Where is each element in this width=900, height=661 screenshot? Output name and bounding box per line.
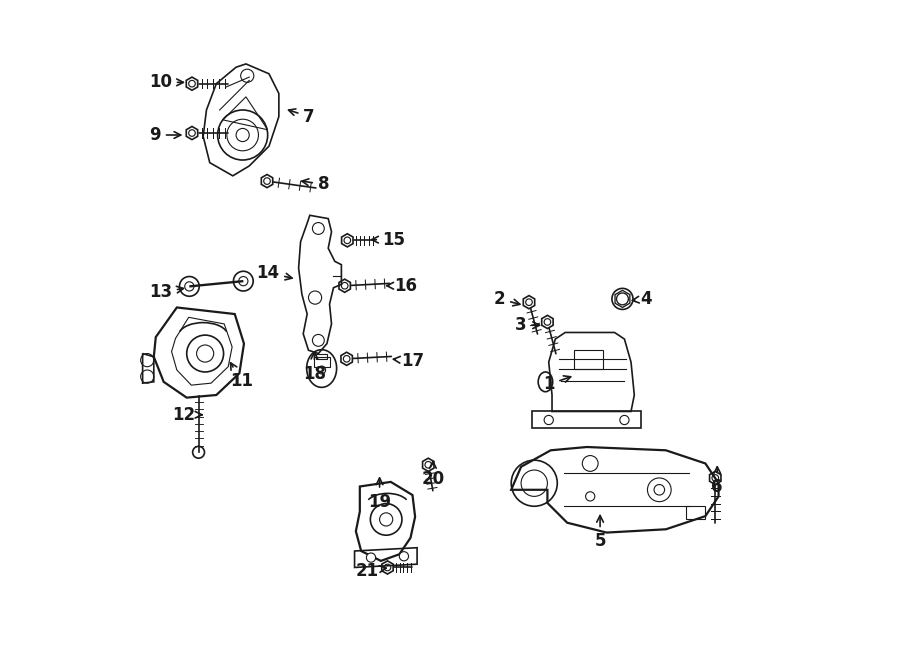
Text: 16: 16 [387,277,418,295]
Circle shape [620,415,629,424]
Text: 2: 2 [493,290,520,308]
Text: 14: 14 [256,264,292,282]
Text: 10: 10 [148,73,184,91]
Text: 9: 9 [149,126,181,144]
Text: 13: 13 [148,284,184,301]
Bar [317,354,327,360]
Bar [573,350,603,369]
Text: 21: 21 [356,562,386,580]
Text: 20: 20 [421,461,445,488]
Bar [314,358,329,367]
Text: 5: 5 [594,516,606,550]
Text: 6: 6 [712,467,723,496]
Text: 11: 11 [230,363,253,390]
Circle shape [400,552,409,561]
Text: 19: 19 [368,478,392,511]
Circle shape [366,553,375,563]
Text: 3: 3 [515,316,539,334]
Text: 15: 15 [372,231,405,249]
Text: 12: 12 [172,406,202,424]
Circle shape [544,415,554,424]
Text: 18: 18 [303,352,326,383]
Text: 1: 1 [543,375,571,393]
Text: 17: 17 [393,352,424,369]
Text: 4: 4 [633,290,652,308]
Text: 7: 7 [289,108,315,126]
Text: 8: 8 [302,175,329,194]
